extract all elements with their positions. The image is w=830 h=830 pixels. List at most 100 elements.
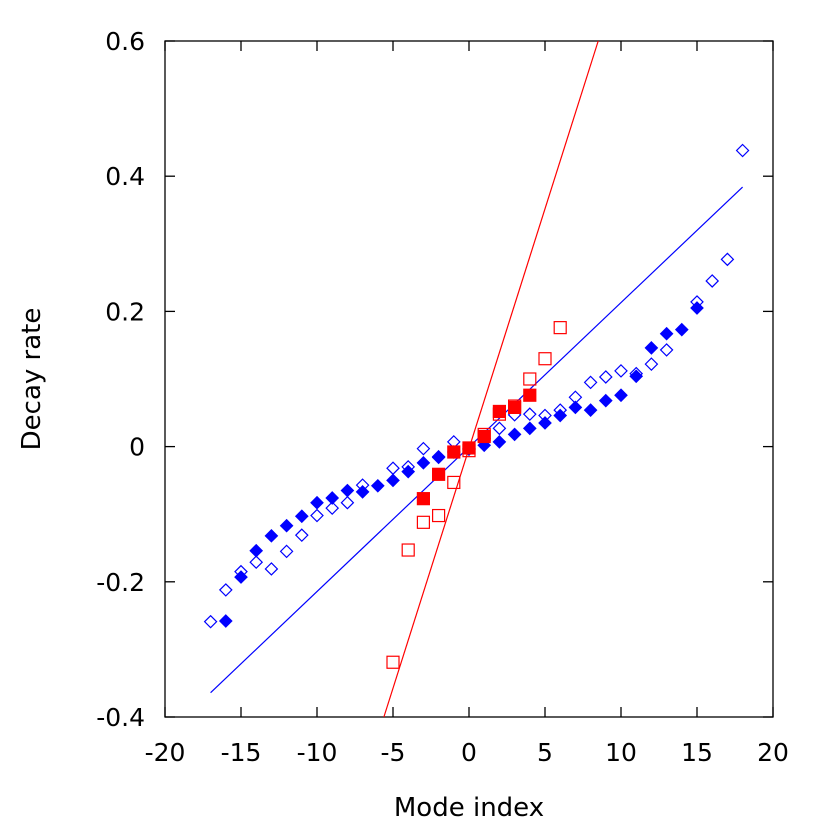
data-point — [644, 357, 659, 371]
data-point — [325, 491, 340, 505]
data-point — [234, 564, 248, 579]
data-point — [218, 614, 233, 628]
data-point — [447, 445, 461, 459]
data-point — [705, 274, 720, 288]
data-point — [477, 427, 491, 442]
x-tick-label: -5 — [381, 738, 406, 767]
series-diamond-open — [203, 143, 750, 629]
data-point — [583, 403, 598, 417]
data-point — [598, 370, 613, 384]
data-point — [629, 366, 644, 381]
x-tick-label: 20 — [757, 738, 789, 767]
data-point — [659, 326, 674, 341]
data-point — [203, 614, 218, 629]
y-tick-label: 0.2 — [105, 297, 145, 326]
data-point — [416, 455, 431, 470]
data-point — [386, 473, 400, 488]
x-tick-label: -10 — [297, 738, 338, 767]
data-point — [674, 322, 689, 337]
tick-labels: -20 -15 -10 -5 0 5 10 15 20 -0.4 -0.2 0 0.2 0.4 0.6 — [96, 27, 789, 767]
x-tick-label: 5 — [537, 738, 553, 767]
data-point — [523, 372, 537, 386]
data-point — [492, 407, 506, 421]
data-point — [614, 388, 628, 403]
data-point — [401, 460, 416, 474]
data-point — [568, 390, 583, 405]
data-point — [492, 435, 507, 449]
data-point — [249, 555, 264, 570]
data-point — [522, 407, 537, 422]
data-points — [203, 143, 750, 669]
data-point — [538, 352, 552, 366]
data-point — [264, 528, 279, 543]
data-point — [508, 399, 522, 413]
x-tick-label: 10 — [605, 738, 637, 767]
y-tick-label: 0.6 — [105, 27, 145, 56]
data-point — [447, 475, 461, 490]
data-point — [507, 427, 522, 442]
data-point — [614, 364, 628, 378]
data-point — [279, 544, 294, 559]
data-point — [523, 388, 537, 402]
data-point — [432, 467, 446, 481]
data-point — [432, 508, 446, 523]
data-point — [629, 369, 644, 384]
data-point — [522, 421, 537, 436]
data-point — [462, 444, 476, 458]
series-square-open — [386, 321, 567, 669]
data-point — [538, 408, 552, 423]
data-point — [310, 495, 324, 510]
data-point — [401, 543, 415, 557]
series-diamond-filled — [218, 301, 704, 628]
data-point — [340, 483, 355, 498]
data-point — [690, 295, 704, 309]
data-point — [416, 515, 430, 529]
data-point — [462, 441, 476, 455]
data-point — [370, 478, 385, 493]
data-point — [218, 583, 233, 597]
fit-line-1 — [383, 40, 599, 718]
data-point — [659, 343, 674, 357]
y-axis-title: Decay rate — [17, 308, 47, 451]
fit-line-0 — [210, 186, 744, 694]
data-point — [401, 464, 416, 479]
data-point — [431, 449, 446, 464]
data-point — [583, 375, 598, 390]
data-point — [416, 492, 430, 506]
data-point — [431, 450, 446, 465]
data-point — [294, 509, 309, 524]
data-point — [492, 421, 507, 436]
data-point — [386, 461, 400, 476]
data-point — [355, 478, 370, 492]
data-point — [340, 495, 355, 510]
x-axis-title: Mode index — [394, 793, 544, 823]
x-tick-label: -20 — [145, 738, 186, 767]
series-square-filled — [416, 388, 537, 506]
data-point — [538, 416, 552, 430]
fit-lines — [210, 40, 744, 718]
y-tick-label: 0.4 — [105, 162, 145, 191]
x-tick-label: -15 — [221, 738, 262, 767]
data-point — [249, 543, 264, 558]
data-point — [310, 508, 324, 523]
data-point — [294, 528, 309, 543]
x-tick-label: 15 — [681, 738, 713, 767]
data-point — [720, 252, 735, 267]
data-point — [598, 393, 613, 408]
axis-ticks — [164, 40, 774, 718]
y-tick-label: -0.4 — [96, 703, 145, 732]
data-point — [553, 321, 567, 335]
y-tick-label: 0 — [129, 433, 145, 462]
y-tick-label: -0.2 — [96, 568, 145, 597]
data-point — [416, 441, 431, 456]
data-point — [644, 341, 659, 355]
data-point — [264, 562, 279, 576]
data-point — [492, 404, 506, 419]
data-point — [553, 403, 568, 417]
data-point — [568, 400, 583, 415]
plot-frame — [164, 40, 774, 718]
data-point — [325, 501, 340, 515]
data-point — [279, 518, 294, 533]
data-point — [386, 655, 400, 669]
